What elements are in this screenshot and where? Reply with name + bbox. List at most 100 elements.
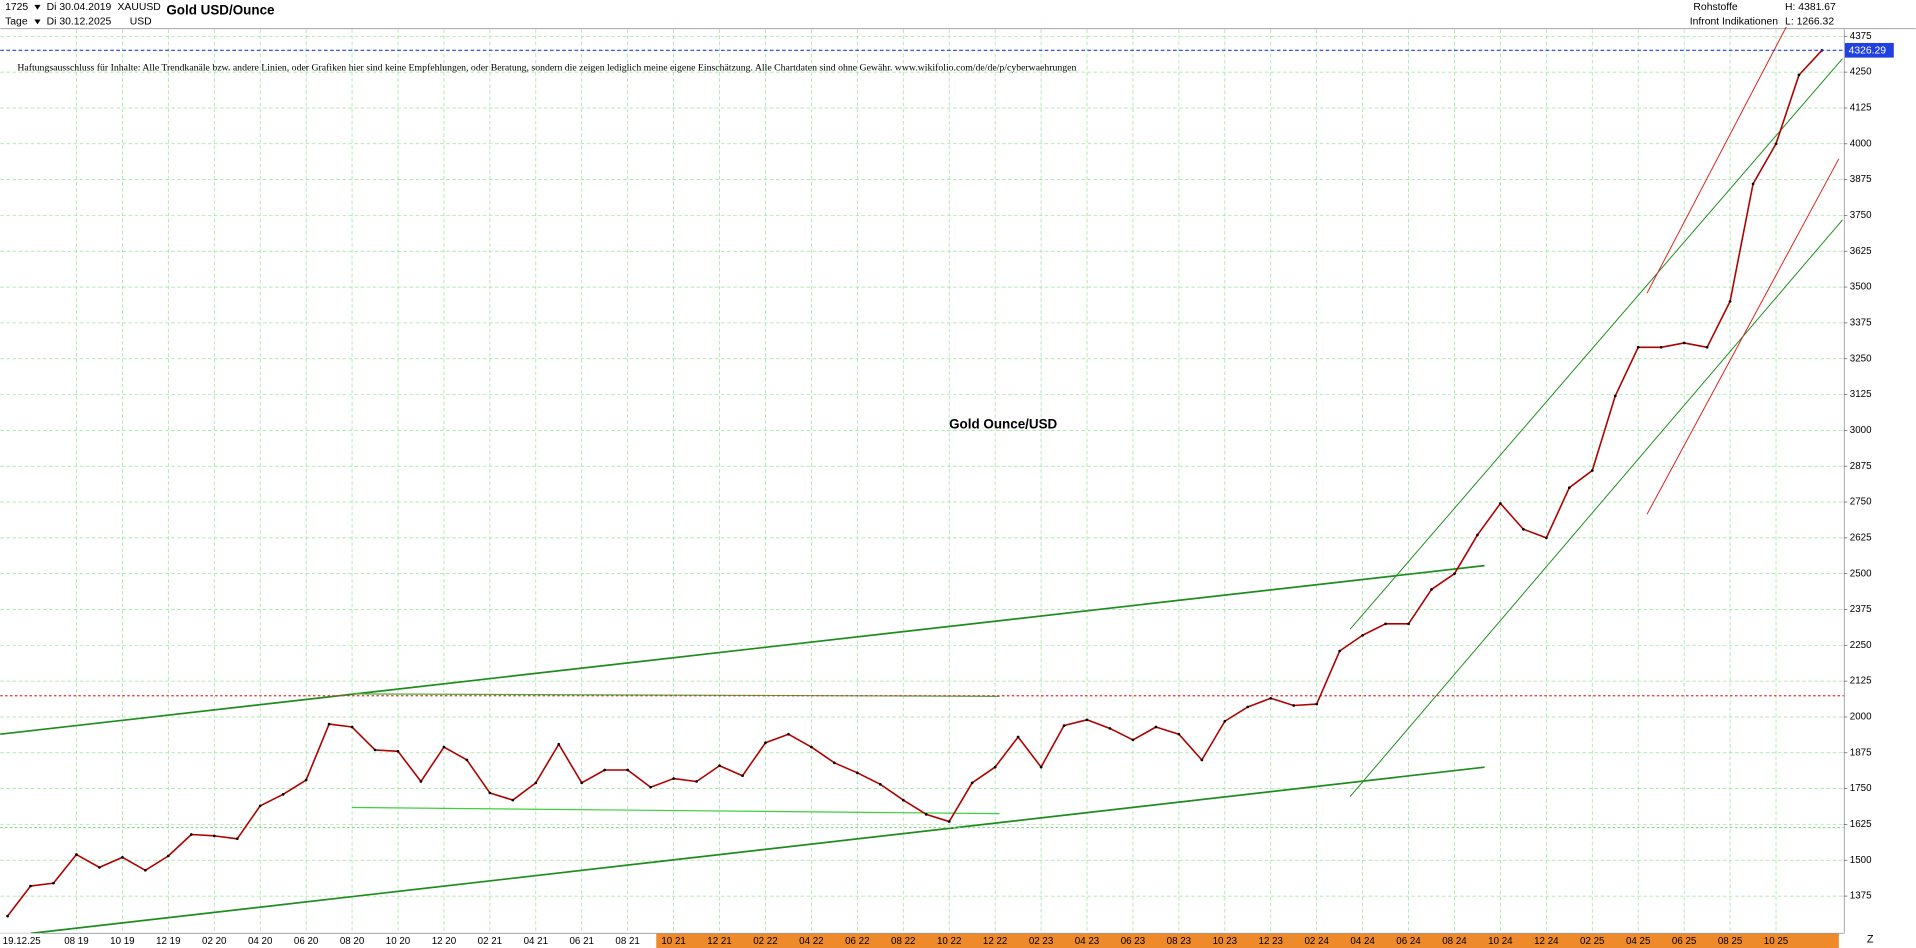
- low: L: 1266.32: [1785, 17, 1834, 28]
- trendline: [352, 806, 1000, 815]
- trendline: [1349, 58, 1843, 630]
- price-point: [718, 764, 721, 768]
- price-point: [993, 765, 997, 769]
- price-point: [672, 777, 675, 780]
- price-point: [833, 761, 836, 765]
- price-point: [1384, 622, 1387, 626]
- price-point: [350, 725, 354, 729]
- price-point: [557, 742, 561, 746]
- price-point: [1039, 765, 1043, 769]
- price-point: [75, 853, 78, 856]
- trendline: [1349, 219, 1843, 797]
- y-tick-label: 1750: [1850, 783, 1872, 794]
- x-tick-label: 10 19: [110, 936, 134, 947]
- last-price-label: 4326.29: [1849, 46, 1887, 57]
- x-tick-label: 08 23: [1167, 936, 1191, 947]
- x-tick-label: 02 24: [1304, 936, 1329, 947]
- corner-label: Z: [1867, 933, 1874, 945]
- grid: [0, 29, 1844, 934]
- price-point: [1269, 696, 1273, 700]
- price-point: [1200, 758, 1204, 762]
- price-point: [396, 750, 400, 753]
- currency: USD: [130, 17, 152, 28]
- x-tick-label: 06 22: [845, 936, 869, 947]
- price-point: [1636, 345, 1640, 349]
- price-point: [1659, 345, 1663, 349]
- price-point: [947, 820, 951, 823]
- x-tick-label: 04 23: [1075, 936, 1099, 947]
- price-point: [1613, 394, 1617, 398]
- price-point: [121, 856, 124, 859]
- x-tick-label: 12 19: [156, 936, 180, 947]
- date-from: Di 30.04.2019: [47, 2, 112, 13]
- x-tick-label: 08 19: [64, 936, 88, 947]
- x-tick-label: 12 22: [983, 936, 1007, 947]
- x-tick-label: 10 25: [1764, 936, 1789, 947]
- trendline: [1646, 26, 1787, 294]
- price-point: [1728, 300, 1732, 303]
- y-tick-label: 3250: [1850, 353, 1872, 364]
- price-point: [970, 781, 974, 785]
- price-point: [212, 834, 216, 838]
- dropdown-icon[interactable]: [34, 19, 41, 25]
- price-point: [1476, 533, 1479, 537]
- y-tick-label: 3625: [1850, 246, 1872, 257]
- price-point: [1705, 345, 1709, 349]
- price-point: [810, 745, 813, 749]
- price-point: [52, 881, 55, 885]
- x-tick-label: 10 20: [386, 936, 411, 947]
- y-tick-label: 2875: [1850, 461, 1872, 472]
- price-point: [1545, 536, 1548, 540]
- y-tick-label: 3750: [1850, 210, 1872, 221]
- header-title: Gold USD/Ounce: [166, 3, 274, 18]
- price-point: [1016, 735, 1020, 739]
- y-tick-label: 1375: [1850, 891, 1872, 902]
- price-point: [741, 774, 744, 778]
- price-point: [373, 748, 377, 752]
- price-point: [1177, 732, 1181, 736]
- price-point: [626, 768, 630, 772]
- price-point: [281, 793, 285, 796]
- price-point: [1499, 502, 1502, 505]
- y-tick-label: 2375: [1850, 604, 1872, 615]
- y-tick-label: 1875: [1850, 747, 1872, 758]
- price-point: [1774, 142, 1778, 146]
- price-point: [511, 798, 515, 802]
- price-point: [442, 745, 446, 749]
- x-tick-label: 04 24: [1350, 936, 1375, 947]
- group: Rohstoffe: [1693, 2, 1737, 13]
- price-point: [1154, 725, 1158, 729]
- y-tick-label: 3375: [1850, 317, 1872, 328]
- price-point: [1682, 341, 1686, 345]
- dropdown-icon[interactable]: [34, 4, 41, 10]
- trendline: [1646, 158, 1840, 515]
- price-point: [1338, 649, 1341, 653]
- price-point: [1108, 727, 1112, 730]
- x-tick-label: 02 20: [202, 936, 227, 947]
- x-tick-label: 08 20: [340, 936, 365, 947]
- price-point: [419, 780, 423, 783]
- trendlines: [0, 26, 1844, 935]
- y-tick-label: 2125: [1850, 676, 1872, 687]
- price-point: [1223, 719, 1227, 723]
- high: H: 4381.67: [1785, 2, 1836, 13]
- price-point: [1085, 718, 1089, 722]
- x-tick-label: 10 21: [661, 936, 685, 947]
- price-point: [29, 884, 32, 888]
- x-tick-label: 08 25: [1718, 936, 1743, 947]
- x-tick-label: 12 21: [707, 936, 731, 947]
- x-tick-label: 10 24: [1488, 936, 1513, 947]
- y-tick-label: 4250: [1850, 67, 1872, 78]
- x-tick-label: 04 20: [248, 936, 273, 947]
- cursor-date: 19.12.25: [3, 936, 42, 947]
- trendline: [30, 766, 1485, 935]
- price-point: [580, 781, 584, 785]
- x-tick-label: 12 24: [1534, 936, 1559, 947]
- price-point: [144, 868, 147, 872]
- price-point: [1430, 588, 1433, 591]
- x-tick-label: 10 23: [1213, 936, 1237, 947]
- price-point: [649, 785, 652, 789]
- y-tick-label: 2000: [1850, 712, 1872, 723]
- price-point: [6, 914, 9, 918]
